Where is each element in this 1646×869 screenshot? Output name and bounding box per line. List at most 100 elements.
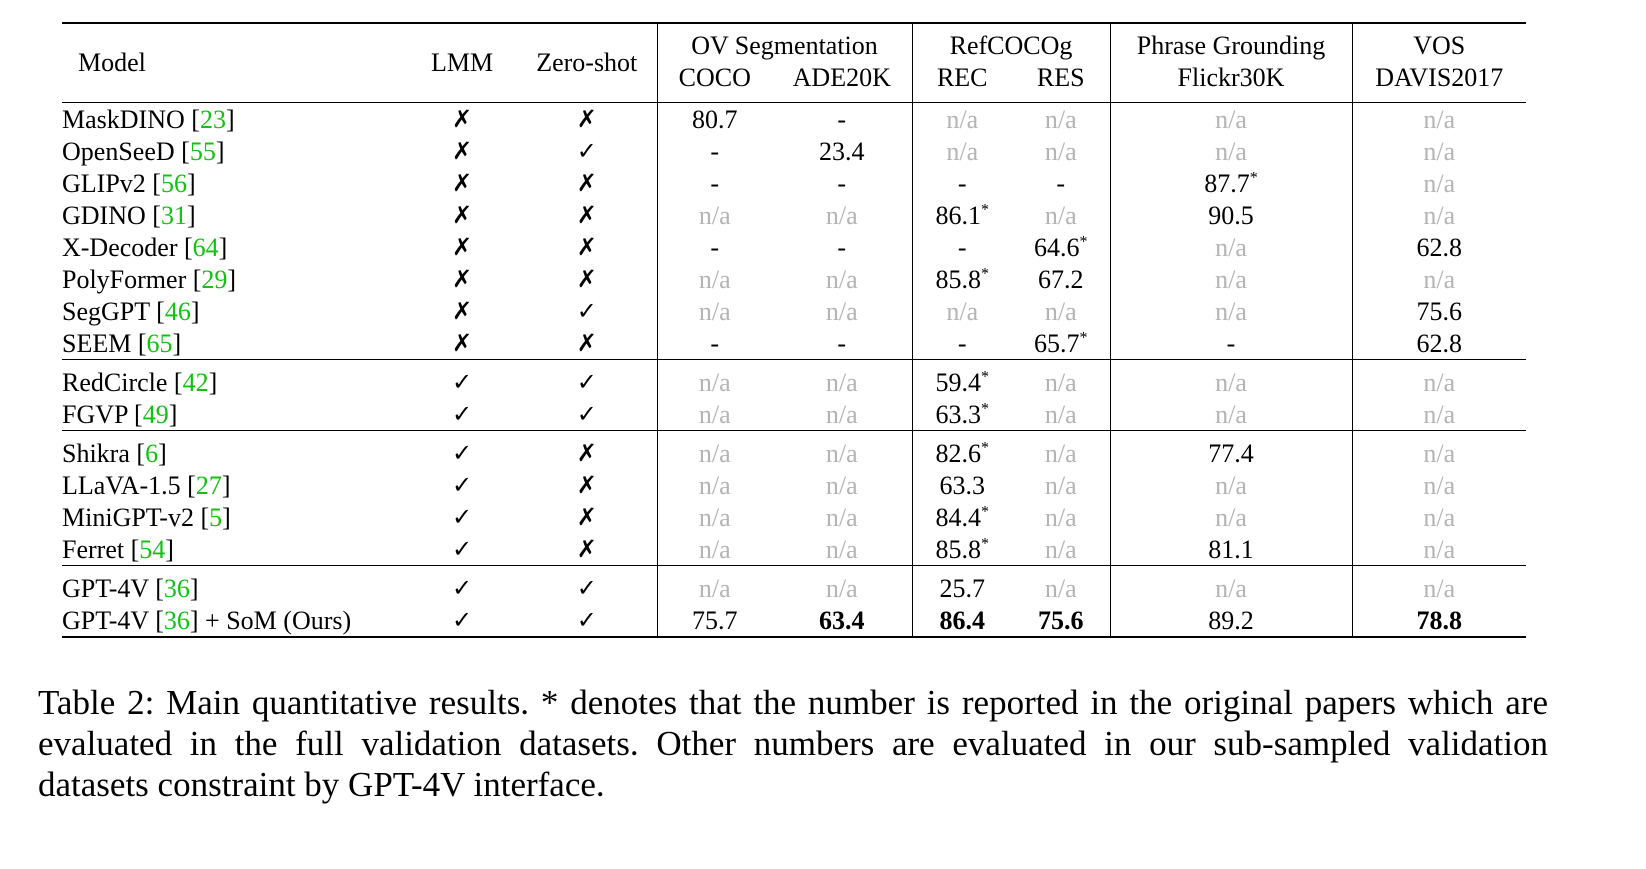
check-mark-icon: ✓ — [576, 400, 597, 428]
cell-ade: 23.4 — [772, 135, 912, 167]
metric-value: 63.3* — [935, 399, 990, 429]
cell-davis: n/a — [1351, 199, 1526, 231]
cell-zs: ✗ — [517, 469, 657, 501]
cell-res: n/a — [1012, 359, 1110, 398]
header-model: Model — [78, 48, 146, 77]
citation-link[interactable]: 64 — [192, 232, 219, 262]
value-na: n/a — [825, 200, 858, 230]
value-na: n/a — [825, 470, 858, 500]
cite-close-bracket: ] — [165, 534, 174, 564]
metric-value: 75.6 — [1416, 296, 1463, 326]
table-row: SEEM [65] ✗ ✗ - - - 65.7* - 62.8 — [62, 327, 1526, 360]
metric-value: 89.2 — [1208, 605, 1254, 635]
value-na: n/a — [1215, 232, 1247, 262]
citation-link[interactable]: 42 — [182, 367, 209, 397]
cell-davis: n/a — [1351, 501, 1526, 533]
value-na: n/a — [1044, 534, 1077, 564]
model-name-cell: MiniGPT-v2 [5] — [62, 501, 407, 533]
cell-coco: - — [656, 327, 772, 360]
metric-value: 78.8 — [1416, 605, 1463, 635]
cell-coco: 75.7 — [656, 604, 772, 637]
cell-flickr: n/a — [1109, 565, 1352, 604]
cell-flickr: n/a — [1109, 295, 1352, 327]
cell-ade: n/a — [772, 565, 912, 604]
cell-ade: n/a — [772, 533, 912, 566]
cite-open-bracket: [ — [174, 136, 190, 166]
cite-open-bracket: [ — [148, 573, 164, 603]
value-na: n/a — [1215, 399, 1247, 429]
cite-close-bracket: ] — [158, 438, 167, 468]
cross-mark-icon: ✗ — [576, 329, 597, 357]
value-na: n/a — [1044, 470, 1077, 500]
cell-res: - — [1012, 167, 1110, 199]
citation-link[interactable]: 55 — [189, 136, 216, 166]
cell-ade: n/a — [772, 359, 912, 398]
value-na: n/a — [1423, 168, 1456, 198]
cross-mark-icon: ✗ — [451, 201, 473, 229]
cell-flickr: - — [1109, 327, 1352, 360]
citation-link[interactable]: 54 — [139, 534, 166, 564]
citation-link[interactable]: 36 — [163, 605, 190, 635]
table-row: MiniGPT-v2 [5] ✓ ✗ n/a n/a 84.4* n/a n/a n/a — [62, 501, 1526, 533]
metric-value: - — [837, 232, 847, 262]
cell-res: n/a — [1012, 501, 1110, 533]
cell-coco: n/a — [656, 199, 772, 231]
cell-zs: ✗ — [517, 167, 657, 199]
cell-rec: 63.3 — [911, 469, 1012, 501]
cite-close-bracket: ] — [186, 168, 196, 198]
metric-value: 77.4 — [1208, 438, 1254, 468]
cell-lmm: ✗ — [407, 231, 517, 263]
metric-value: 81.1 — [1208, 534, 1254, 564]
value-na: n/a — [698, 470, 731, 500]
citation-link[interactable]: 5 — [209, 502, 223, 532]
model-name: OpenSeeD — [62, 136, 175, 166]
value-na: n/a — [1423, 136, 1456, 166]
value-na: n/a — [1044, 104, 1077, 134]
model-name-cell: LLaVA-1.5 [27] — [62, 469, 407, 501]
cell-rec: - — [911, 167, 1012, 199]
citation-link[interactable]: 46 — [164, 296, 191, 326]
citation-link[interactable]: 49 — [142, 399, 169, 429]
metric-value: 85.8* — [935, 534, 990, 564]
header-davis2017: DAVIS2017 — [1351, 62, 1526, 103]
model-name: X-Decoder — [62, 232, 178, 262]
citation-link[interactable]: 65 — [146, 328, 173, 358]
cell-lmm: ✓ — [407, 604, 517, 637]
value-na: n/a — [1044, 367, 1077, 397]
value-na: n/a — [1044, 502, 1077, 532]
cell-lmm: ✓ — [407, 533, 517, 566]
header-res: RES — [1036, 63, 1085, 92]
citation-link[interactable]: 56 — [160, 168, 187, 198]
citation-link[interactable]: 36 — [163, 573, 190, 603]
citation-link[interactable]: 29 — [201, 264, 228, 294]
value-na: n/a — [825, 367, 858, 397]
value-na: n/a — [698, 367, 731, 397]
cell-coco: n/a — [656, 469, 772, 501]
value-na: n/a — [1215, 573, 1247, 603]
value-na: n/a — [1423, 104, 1456, 134]
citation-link[interactable]: 27 — [195, 470, 222, 500]
cell-zs: ✓ — [517, 398, 657, 431]
cell-flickr: n/a — [1109, 359, 1352, 398]
cell-rec: 85.8* — [911, 263, 1012, 295]
metric-value: - — [710, 328, 720, 358]
cell-zs: ✓ — [517, 359, 657, 398]
cite-open-bracket: [ — [145, 168, 161, 198]
cell-flickr: n/a — [1109, 469, 1352, 501]
value-na: n/a — [1044, 296, 1077, 326]
cite-open-bracket: [ — [129, 438, 146, 468]
cite-open-bracket: [ — [186, 264, 202, 294]
model-name: SegGPT — [62, 296, 150, 326]
citation-link[interactable]: 31 — [160, 200, 187, 230]
model-name-cell: Ferret [54] — [62, 533, 407, 566]
value-na: n/a — [825, 296, 858, 326]
table-row: GPT-4V [36] + SoM (Ours) ✓ ✓ 75.7 63.4 86.4 75… — [62, 604, 1526, 637]
value-na: n/a — [1044, 399, 1077, 429]
model-name: SEEM — [62, 328, 132, 358]
cell-lmm: ✓ — [407, 430, 517, 469]
citation-link[interactable]: 6 — [145, 438, 159, 468]
cell-rec: - — [911, 231, 1012, 263]
table-body: MaskDINO [23] ✗ ✗ 80.7- n/a n/a n/a n/a OpenSeeD… — [62, 102, 1526, 637]
metric-value: 62.8 — [1416, 232, 1463, 262]
citation-link[interactable]: 23 — [199, 104, 226, 134]
